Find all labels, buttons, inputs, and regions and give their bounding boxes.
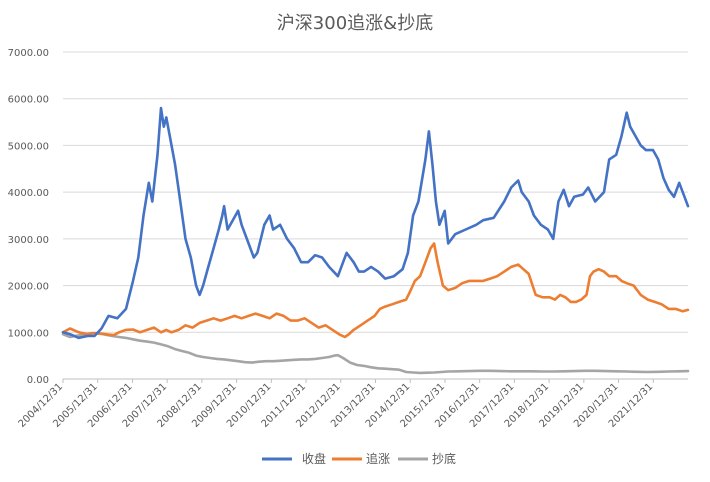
series-lines	[61, 106, 690, 375]
series-line	[61, 331, 690, 375]
legend: 收盘 追涨 抄底	[262, 451, 456, 466]
series-line	[61, 106, 690, 340]
y-tick-label: 6000.00	[8, 95, 49, 106]
y-tick-label: 1000.00	[8, 328, 49, 339]
y-tick-label: 0.00	[27, 375, 49, 386]
y-tick-label: 5000.00	[8, 141, 49, 152]
series-line	[61, 242, 690, 339]
y-tick-label: 2000.00	[8, 282, 49, 293]
legend-label: 收盘	[302, 451, 326, 466]
y-tick-label: 7000.00	[8, 48, 49, 59]
legend-label: 追涨	[366, 451, 390, 466]
gridlines	[63, 51, 688, 333]
y-tick-label: 3000.00	[8, 235, 49, 246]
legend-label: 抄底	[432, 451, 456, 466]
y-tick-label: 4000.00	[8, 188, 49, 199]
chart-title: 沪深300追涨&抄底	[277, 13, 433, 34]
